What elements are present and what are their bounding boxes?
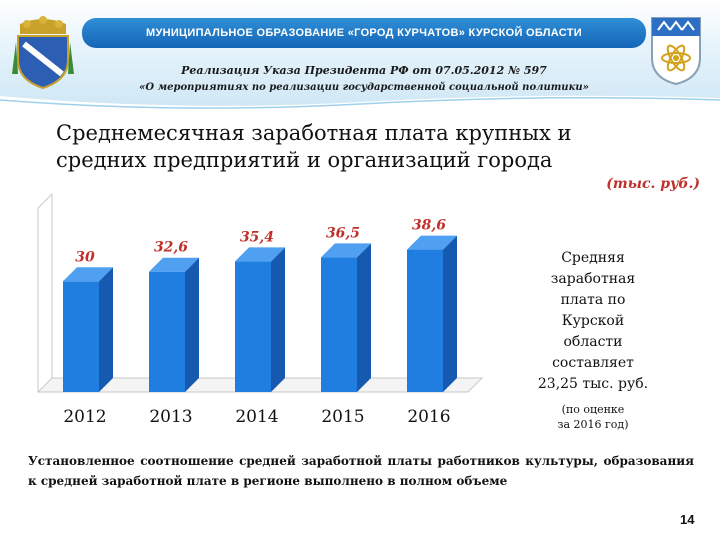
data-label-2012: 30	[75, 249, 95, 265]
kursk-oblast-coat-of-arms-icon	[12, 16, 74, 90]
bar-2014	[235, 261, 271, 392]
x-tick-label: 2013	[149, 407, 192, 427]
data-label-2014: 35,4	[240, 229, 274, 245]
slide-title-line-2: средних предприятий и организаций города	[56, 148, 553, 172]
regional-average-line: составляет	[552, 355, 634, 371]
regional-average-line: области	[563, 334, 623, 350]
estimate-note-line: (по оценке	[561, 403, 625, 416]
regional-average-line: 23,25 тыс. руб.	[537, 376, 649, 392]
salary-bar-chart: 30 2012 32,6 2013 35,4 2014 36,5 2015 38,6 2016	[36, 193, 484, 427]
slide-title: Среднемесячная заработная плата крупных …	[56, 120, 676, 174]
bar-side-2015	[357, 243, 371, 392]
decree-subtitle: Реализация Указа Президента РФ от 07.05.…	[181, 64, 547, 77]
regional-average-line: Средняя	[561, 250, 625, 266]
page-number: 14	[680, 512, 695, 527]
chart-wall-edge	[37, 193, 53, 209]
data-label-2016: 38,6	[412, 218, 446, 234]
header-wave-decoration	[0, 95, 720, 116]
bar-2016	[407, 249, 443, 392]
data-label-2013: 32,6	[154, 240, 188, 256]
x-tick-label: 2015	[321, 407, 364, 427]
bar-side-2016	[443, 235, 457, 392]
municipality-banner: МУНИЦИПАЛЬНОЕ ОБРАЗОВАНИЕ «ГОРОД КУРЧАТО…	[82, 18, 646, 48]
bar-side-2014	[271, 247, 285, 392]
bar-top-2014	[235, 247, 285, 262]
regional-average-note: Средняя заработная плата по Курской области с…	[508, 248, 678, 395]
x-tick-label: 2014	[235, 407, 278, 427]
kurchatov-city-emblem-icon	[651, 17, 701, 86]
bar-side-2013	[185, 257, 199, 392]
bar-side-2012	[99, 267, 113, 392]
regional-average-line: заработная	[550, 271, 636, 287]
bar-top-2013	[149, 257, 199, 272]
bar-top-2016	[407, 235, 457, 250]
bar-top-2015	[321, 243, 371, 258]
slide-title-line-1: Среднемесячная заработная плата крупных …	[56, 121, 572, 145]
bar-top-2012	[63, 267, 113, 282]
x-tick-label: 2016	[407, 407, 450, 427]
bar-2013	[149, 271, 185, 392]
regional-average-line: плата по	[560, 292, 626, 308]
estimate-note: (по оценке за 2016 год)	[508, 402, 678, 432]
footer-statement: Установленное соотношение средней зарабо…	[28, 454, 694, 488]
bar-2015	[321, 257, 357, 392]
unit-label: (тыс. руб.)	[606, 176, 700, 192]
x-tick-label: 2012	[63, 407, 106, 427]
regional-average-line: Курской	[561, 313, 625, 329]
estimate-note-line: за 2016 год)	[557, 418, 629, 431]
decree-description: «О мероприятиях по реализации государств…	[139, 82, 589, 93]
bar-2012	[63, 281, 99, 392]
data-label-2015: 36,5	[326, 225, 360, 241]
